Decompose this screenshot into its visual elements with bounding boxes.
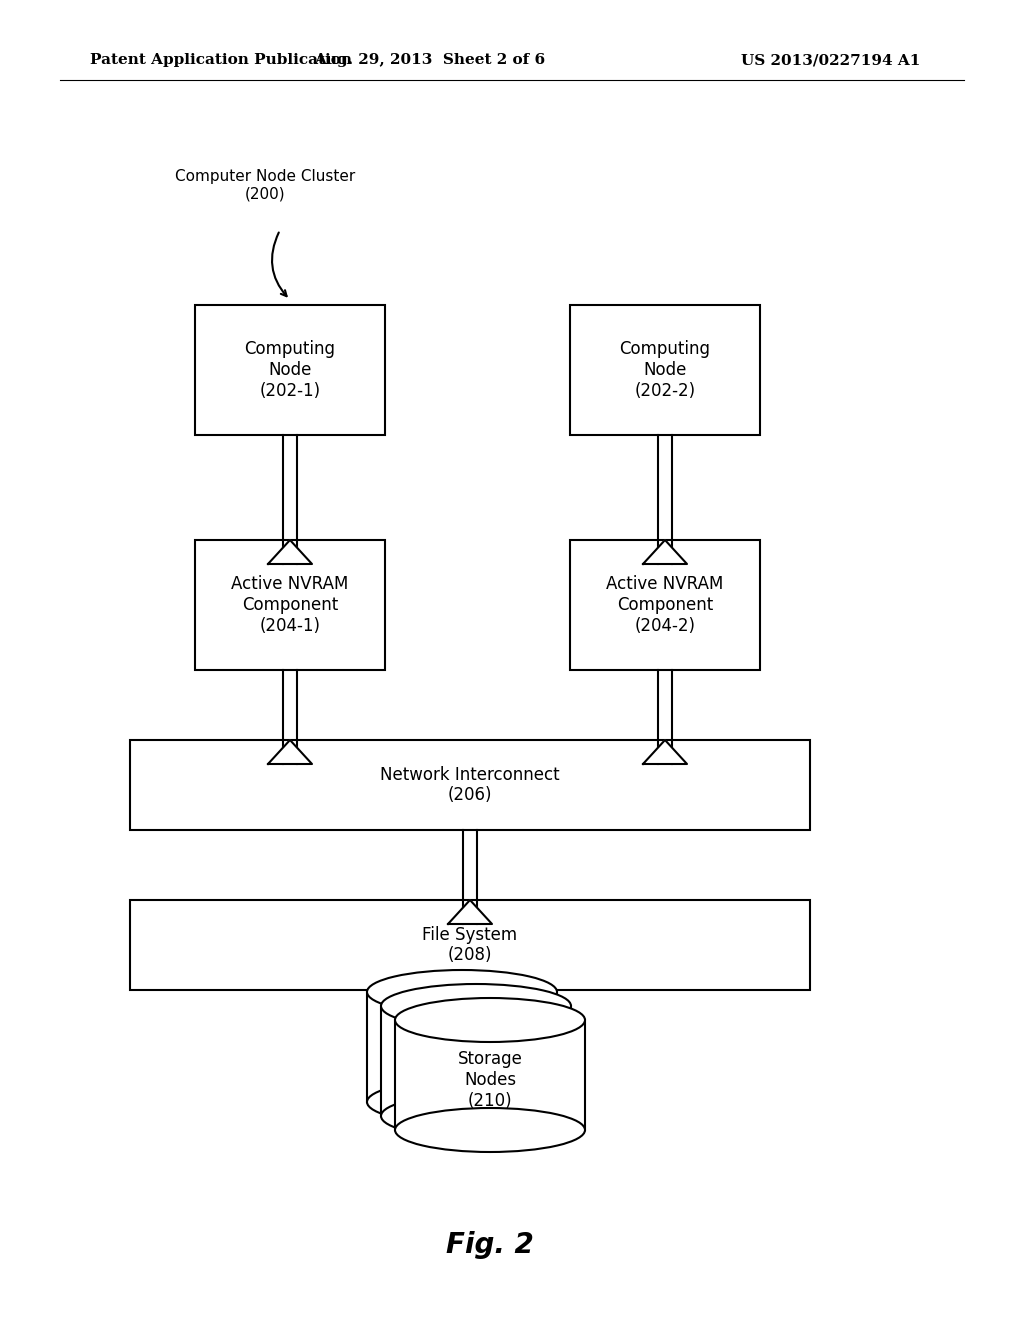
Bar	[195, 305, 385, 436]
Text: Computing
Node
(202-2): Computing Node (202-2)	[620, 341, 711, 400]
Polygon shape	[268, 540, 312, 564]
Ellipse shape	[367, 970, 557, 1014]
Bar	[570, 540, 760, 671]
Bar	[130, 741, 810, 830]
Text: Active NVRAM
Component
(204-1): Active NVRAM Component (204-1)	[231, 576, 349, 635]
Ellipse shape	[381, 1094, 571, 1138]
Text: Computer Node Cluster
(200): Computer Node Cluster (200)	[175, 169, 355, 201]
Ellipse shape	[395, 1107, 585, 1152]
Text: Fig. 2: Fig. 2	[446, 1232, 534, 1259]
Bar	[570, 305, 760, 436]
Text: US 2013/0227194 A1: US 2013/0227194 A1	[740, 53, 920, 67]
Text: File System
(208): File System (208)	[423, 925, 517, 965]
Bar	[367, 993, 557, 1102]
Bar	[395, 1020, 585, 1130]
Text: Aug. 29, 2013  Sheet 2 of 6: Aug. 29, 2013 Sheet 2 of 6	[314, 53, 546, 67]
Text: Patent Application Publication: Patent Application Publication	[90, 53, 352, 67]
Ellipse shape	[381, 983, 571, 1028]
Polygon shape	[643, 741, 687, 764]
Text: Storage
Nodes
(210): Storage Nodes (210)	[458, 1051, 522, 1110]
Ellipse shape	[395, 998, 585, 1041]
Polygon shape	[643, 540, 687, 564]
Text: Computing
Node
(202-1): Computing Node (202-1)	[245, 341, 336, 400]
Bar	[381, 1006, 571, 1115]
Text: Active NVRAM
Component
(204-2): Active NVRAM Component (204-2)	[606, 576, 724, 635]
Text: Network Interconnect
(206): Network Interconnect (206)	[380, 766, 560, 804]
Ellipse shape	[367, 1080, 557, 1125]
Bar	[195, 540, 385, 671]
Bar	[130, 900, 810, 990]
Polygon shape	[268, 741, 312, 764]
Polygon shape	[449, 900, 492, 924]
